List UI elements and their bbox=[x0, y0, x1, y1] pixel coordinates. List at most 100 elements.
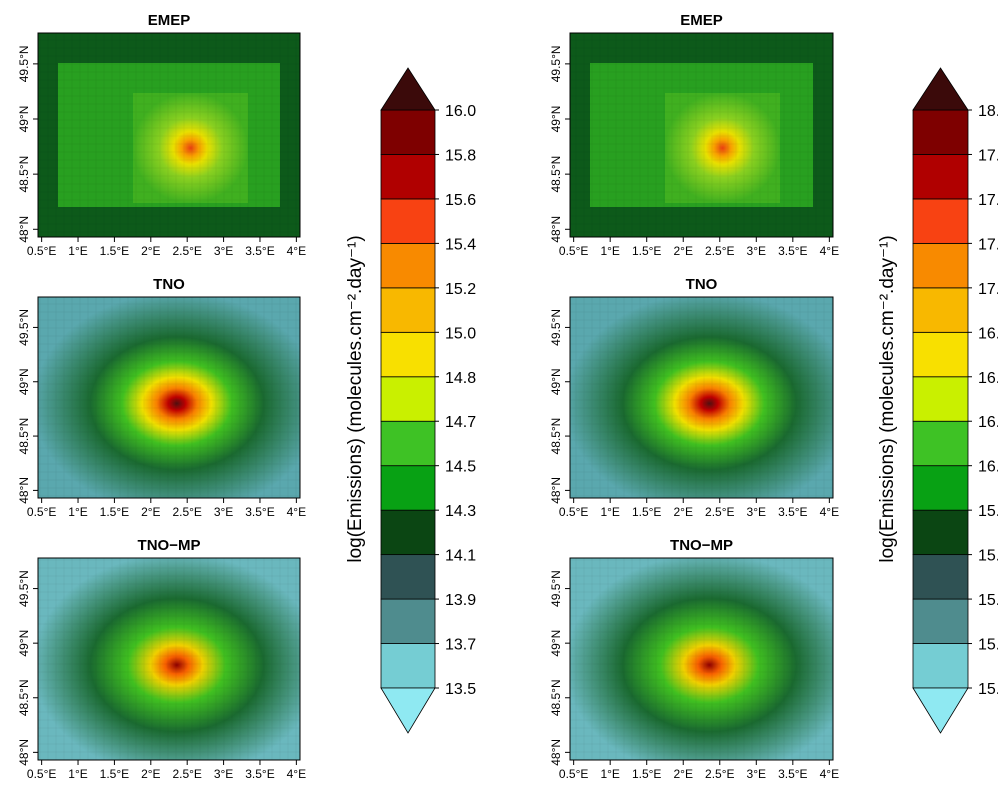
x-tick-label: 2°E bbox=[141, 505, 160, 519]
map-frame bbox=[37, 32, 301, 238]
x-tick-label: 1°E bbox=[600, 244, 619, 258]
colorbar-label: 16.6 bbox=[978, 370, 998, 387]
colorbar-label: 15.0 bbox=[978, 681, 998, 698]
colorbar-segment bbox=[912, 331, 969, 378]
panel-title: EMEP bbox=[680, 12, 723, 29]
colorbar-segment bbox=[380, 331, 436, 378]
x-tick-label: 3.5°E bbox=[778, 505, 807, 519]
y-tick-label: 49.5°N bbox=[549, 309, 563, 346]
colorbar-label: 15.0 bbox=[445, 325, 476, 342]
colorbar-label: 15.7 bbox=[978, 548, 998, 565]
y-tick-label: 49.5°N bbox=[17, 309, 31, 346]
x-tick-label: 3°E bbox=[214, 505, 233, 519]
x-tick-label: 0.5°E bbox=[559, 244, 588, 258]
colorbar-segment bbox=[912, 598, 969, 644]
colorbar-segment bbox=[912, 465, 969, 511]
colorbar-segment bbox=[380, 154, 436, 200]
colorbar-label: 14.5 bbox=[445, 459, 476, 476]
map-grid bbox=[570, 33, 833, 237]
y-tick-label: 49.5°N bbox=[17, 570, 31, 607]
y-tick-label: 48.5°N bbox=[549, 156, 563, 193]
x-tick-label: 1°E bbox=[68, 505, 87, 519]
colorbar-segment bbox=[912, 376, 969, 422]
y-tick-label: 48°N bbox=[549, 739, 563, 766]
panel-title: EMEP bbox=[148, 12, 191, 29]
y-tick-label: 49°N bbox=[17, 106, 31, 133]
x-tick-label: 3°E bbox=[747, 505, 766, 519]
colorbar-label: 15.8 bbox=[445, 147, 476, 164]
x-tick-label: 3°E bbox=[747, 767, 766, 781]
colorbar-label: 13.5 bbox=[445, 681, 476, 698]
colorbar-label: 17.8 bbox=[978, 147, 998, 164]
map-frame bbox=[569, 32, 834, 238]
y-tick-label: 49°N bbox=[549, 106, 563, 133]
colorbar-label: 14.8 bbox=[445, 370, 476, 387]
colorbar-over bbox=[380, 67, 436, 111]
map-grid bbox=[38, 558, 300, 760]
y-tick-label: 48.5°N bbox=[549, 418, 563, 455]
y-tick-label: 48°N bbox=[17, 216, 31, 243]
panel-title: TNO−MP bbox=[670, 537, 733, 554]
x-tick-label: 4°E bbox=[287, 505, 306, 519]
y-tick-label: 49.5°N bbox=[549, 570, 563, 607]
x-tick-label: 4°E bbox=[287, 767, 306, 781]
x-tick-label: 0.5°E bbox=[27, 244, 56, 258]
x-tick-label: 3°E bbox=[214, 767, 233, 781]
colorbar-under bbox=[912, 687, 969, 734]
colorbar-segment bbox=[380, 242, 436, 289]
y-tick-label: 48°N bbox=[549, 216, 563, 243]
colorbar-segment bbox=[912, 198, 969, 244]
y-tick-label: 49°N bbox=[17, 630, 31, 657]
colorbar-segment bbox=[380, 287, 436, 333]
y-tick-label: 49°N bbox=[549, 368, 563, 395]
colorbar-over bbox=[912, 67, 969, 111]
colorbar-segment bbox=[912, 643, 969, 689]
y-tick-label: 49.5°N bbox=[17, 45, 31, 82]
colorbar-title: log(Emissions) (molecules.cm⁻².day⁻¹) bbox=[345, 235, 366, 562]
colorbar-label: 15.2 bbox=[445, 281, 476, 298]
colorbar-label: 16.4 bbox=[978, 414, 998, 431]
colorbar-segment bbox=[380, 598, 436, 644]
colorbar-segment bbox=[380, 465, 436, 511]
y-tick-label: 48°N bbox=[17, 739, 31, 766]
colorbar-label: 18.0 bbox=[978, 103, 998, 120]
colorbar-label: 14.3 bbox=[445, 503, 476, 520]
map-frame bbox=[37, 557, 301, 761]
x-tick-label: 3.5°E bbox=[245, 505, 274, 519]
x-tick-label: 2.5°E bbox=[172, 767, 201, 781]
x-tick-label: 1.5°E bbox=[100, 244, 129, 258]
y-tick-label: 48.5°N bbox=[17, 418, 31, 455]
colorbar-label: 16.0 bbox=[445, 103, 476, 120]
x-tick-label: 4°E bbox=[820, 767, 839, 781]
colorbar-label: 15.4 bbox=[445, 236, 476, 253]
x-tick-label: 0.5°E bbox=[559, 505, 588, 519]
x-tick-label: 3.5°E bbox=[778, 244, 807, 258]
x-tick-label: 2°E bbox=[141, 767, 160, 781]
x-tick-label: 2.5°E bbox=[172, 244, 201, 258]
x-tick-label: 2°E bbox=[673, 767, 692, 781]
x-tick-label: 1°E bbox=[68, 244, 87, 258]
x-tick-label: 2.5°E bbox=[172, 505, 201, 519]
colorbar-segment bbox=[380, 554, 436, 600]
x-tick-label: 0.5°E bbox=[27, 505, 56, 519]
y-tick-label: 48°N bbox=[549, 477, 563, 504]
x-tick-label: 3.5°E bbox=[778, 767, 807, 781]
colorbar-under bbox=[380, 687, 436, 734]
y-tick-label: 48.5°N bbox=[549, 679, 563, 716]
y-tick-label: 49°N bbox=[549, 630, 563, 657]
map-grid bbox=[38, 33, 300, 237]
x-tick-label: 0.5°E bbox=[27, 767, 56, 781]
y-tick-label: 48.5°N bbox=[17, 679, 31, 716]
colorbar-label: 13.9 bbox=[445, 592, 476, 609]
colorbar-segment bbox=[380, 376, 436, 422]
colorbar-segment bbox=[380, 643, 436, 689]
x-tick-label: 2.5°E bbox=[705, 505, 734, 519]
x-tick-label: 3.5°E bbox=[245, 244, 274, 258]
x-tick-label: 2°E bbox=[673, 505, 692, 519]
colorbar-label: 14.7 bbox=[445, 414, 476, 431]
x-tick-label: 1.5°E bbox=[632, 244, 661, 258]
y-tick-label: 48.5°N bbox=[17, 156, 31, 193]
x-tick-label: 1.5°E bbox=[100, 767, 129, 781]
colorbar-label: 16.2 bbox=[978, 459, 998, 476]
